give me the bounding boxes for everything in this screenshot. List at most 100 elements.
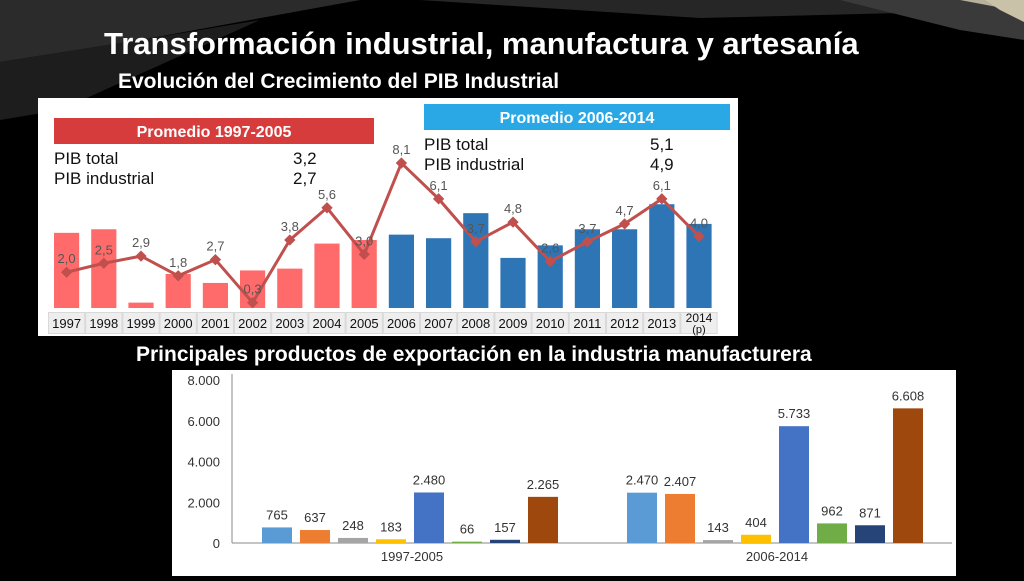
pib-industrial-label: 4,7	[616, 203, 634, 218]
pib-industrial-point	[358, 248, 370, 260]
year-cell	[235, 313, 271, 333]
year-tick-label: 1999	[127, 316, 156, 331]
pib-total-bar	[128, 302, 154, 308]
summary-box-heading: Promedio 2006-2014	[500, 110, 655, 127]
pib-industrial-label: 8,1	[392, 142, 410, 157]
export-bar	[855, 525, 885, 543]
y-tick-label: 4.000	[187, 455, 220, 470]
export-value-label: 157	[494, 520, 516, 535]
pib-industrial-label: 3,8	[281, 219, 299, 234]
y-tick-label: 2.000	[187, 495, 220, 510]
pib-industrial-point	[60, 266, 73, 278]
year-tick-label: 2007	[424, 316, 453, 331]
year-tick-label: 2012	[610, 316, 639, 331]
year-cell	[86, 313, 122, 333]
export-value-label: 871	[859, 505, 881, 520]
pib-total-bar	[612, 229, 638, 308]
export-bar	[300, 530, 330, 543]
year-cell	[421, 313, 457, 333]
export-bar	[779, 426, 809, 543]
summary-row-label: PIB industrial	[54, 169, 154, 188]
export-bar	[893, 408, 923, 543]
year-tick-label: 2003	[275, 316, 304, 331]
year-tick-label: 2004	[313, 316, 342, 331]
summary-row-label: PIB total	[54, 149, 118, 168]
pib-industrial-point	[209, 254, 222, 266]
export-value-label: 2.470	[626, 473, 659, 488]
pib-total-bar	[649, 204, 675, 308]
pib-chart-subtitle: Evolución del Crecimiento del PIB Indust…	[118, 70, 560, 93]
export-bar	[741, 534, 771, 543]
summary-box-heading: Promedio 1997-2005	[137, 124, 292, 141]
export-bar	[817, 523, 847, 543]
period-category-label: 1997-2005	[381, 549, 443, 564]
export-bar	[452, 541, 482, 543]
export-bar	[627, 492, 657, 543]
year-cell	[197, 313, 233, 333]
year-cell	[681, 313, 717, 333]
year-tick-label: 2008	[461, 316, 490, 331]
export-value-label: 962	[821, 503, 843, 518]
export-value-label: 66	[460, 522, 474, 537]
year-cell	[346, 313, 382, 333]
pib-industrial-point	[693, 230, 705, 243]
pib-growth-chart: 2,0 2,5 2,9 1,8 2,7 0,3 3,8 5,6 3,0 8,1 6,1 3,7 4,8 2…	[38, 98, 738, 336]
pib-chart-svg: 2,0 2,5 2,9 1,8 2,7 0,3 3,8 5,6 3,0 8,1 6,1 3,7 4,8 2…	[48, 104, 730, 336]
pib-industrial-point	[172, 270, 184, 282]
export-value-label: 183	[380, 519, 402, 534]
pib-total-bar	[426, 238, 452, 308]
year-cell	[309, 313, 345, 333]
year-cell	[644, 313, 680, 333]
pib-industrial-label: 3,7	[467, 221, 485, 236]
year-tick-label: 2010	[536, 316, 565, 331]
pib-industrial-point	[470, 236, 482, 248]
pib-industrial-label: 2,5	[95, 242, 113, 257]
export-bar	[414, 492, 444, 543]
pib-industrial-point	[284, 234, 296, 246]
y-tick-label: 8.000	[187, 373, 220, 388]
pib-industrial-label: 2,0	[58, 251, 76, 266]
summary-row-value: 3,2	[293, 149, 317, 168]
pib-industrial-label: 4,0	[690, 215, 708, 230]
year-tick-label: 2011	[573, 316, 601, 331]
summary-row-label: PIB industrial	[424, 155, 524, 174]
summary-row-value: 4,9	[650, 155, 674, 174]
pib-industrial-label: 2,6	[541, 240, 559, 255]
pib-industrial-label: 4,8	[504, 201, 522, 216]
year-cell	[272, 313, 308, 333]
export-value-label: 404	[745, 515, 767, 530]
pib-total-bar	[314, 243, 340, 308]
year-cell	[458, 313, 494, 333]
summary-box-header	[54, 118, 374, 144]
pib-total-bar	[500, 257, 526, 308]
year-tick-label: 1998	[89, 316, 118, 331]
pib-industrial-point	[581, 236, 594, 248]
pib-industrial-point	[98, 257, 110, 269]
export-bar	[665, 493, 695, 543]
year-cell	[569, 313, 605, 333]
export-value-label: 765	[266, 507, 288, 522]
pib-industrial-line	[66, 160, 701, 306]
export-value-label: 2.480	[413, 472, 446, 487]
pib-industrial-label: 3,0	[355, 233, 373, 248]
year-tick-label: 2014 (p)	[686, 311, 713, 336]
year-cell	[49, 313, 85, 333]
decorative-stripes	[0, 0, 1024, 120]
exports-chart-subtitle: Principales productos de exportación en …	[136, 343, 812, 366]
summary-row-value: 5,1	[650, 135, 674, 154]
year-tick-label: 2000	[164, 316, 193, 331]
year-tick-label: 2006	[387, 316, 416, 331]
export-bar	[703, 540, 733, 543]
year-tick-label: 2001	[201, 316, 230, 331]
year-cell	[495, 313, 531, 333]
year-cell	[160, 313, 196, 333]
pib-industrial-label: 5,6	[318, 187, 336, 202]
period-category-label: 2006-2014	[746, 549, 808, 564]
export-bar	[262, 527, 292, 543]
pib-industrial-label: 3,7	[578, 221, 596, 236]
export-value-label: 2.407	[664, 474, 697, 489]
y-tick-label: 6.000	[187, 414, 220, 429]
export-value-label: 2.265	[527, 477, 560, 492]
exports-chart: 0 2.000 4.000 6.000 8.000 1997-2005 2006-2014 …	[172, 370, 956, 576]
